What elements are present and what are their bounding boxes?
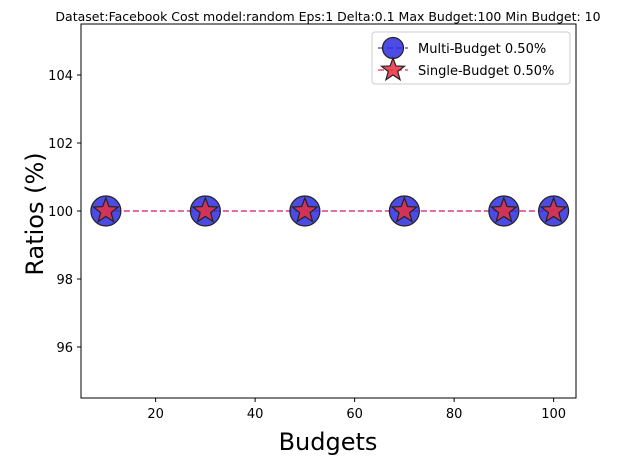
y-tick-label: 104 [48, 69, 73, 84]
legend-label-1: Multi-Budget 0.50% [418, 42, 546, 57]
x-tick-label: 100 [541, 407, 566, 422]
data-point-single-budget [390, 196, 419, 223]
x-tick-label: 40 [247, 407, 264, 422]
y-tick-label: 96 [56, 341, 73, 356]
plot-area: 20 40 60 80 100 96 98 100 102 104 [48, 23, 577, 422]
data-point-single-budget [489, 196, 518, 223]
y-tick-label: 100 [48, 205, 73, 220]
data-point-single-budget [539, 196, 568, 223]
chart-title: Dataset:Facebook Cost model:random Eps:1… [55, 9, 600, 24]
y-tick-label: 102 [48, 137, 73, 152]
legend: Multi-Budget 0.50% Single-Budget 0.50% [371, 31, 571, 85]
x-axis-label: Budgets [279, 428, 378, 456]
legend-label-2: Single-Budget 0.50% [418, 64, 554, 79]
data-point-single-budget [91, 196, 120, 223]
y-tick-label: 98 [56, 273, 73, 288]
y-axis-label: Ratios (%) [21, 152, 49, 275]
legend-marker-single-budget [379, 56, 407, 82]
x-tick-label: 20 [147, 407, 164, 422]
data-point-single-budget [191, 196, 220, 223]
legend-marker-multi-budget [381, 36, 405, 60]
legend-box [371, 31, 571, 85]
x-tick-label: 60 [346, 407, 363, 422]
x-tick-label: 80 [446, 407, 463, 422]
data-point-single-budget [290, 196, 319, 223]
